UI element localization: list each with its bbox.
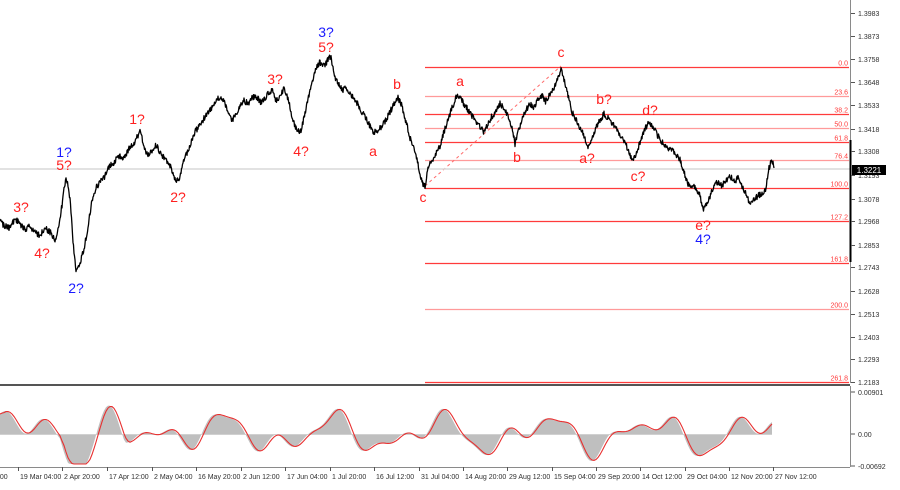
- time-tick-label: 2 Apr 20:00: [64, 474, 100, 481]
- price-tick-label: 1.2853: [858, 243, 880, 250]
- wave-label: 4?: [695, 231, 711, 247]
- fib-level-label: 127.2: [830, 215, 848, 222]
- wave-label: 4?: [34, 245, 50, 261]
- price-tick-label: 1.2183: [858, 380, 880, 387]
- time-tick-label: 2 May 04:00: [154, 474, 193, 481]
- wave-label: d?: [642, 102, 658, 118]
- wave-label: b: [393, 76, 401, 92]
- fib-level-label: 100.0: [830, 182, 848, 189]
- wave-label: 1?: [56, 144, 72, 160]
- wave-label: b: [513, 149, 521, 165]
- oscillator-tick-label: -0.00692: [858, 464, 886, 471]
- wave-label: c: [420, 189, 427, 205]
- fib-level-label: 23.6: [834, 90, 848, 97]
- fib-level-label: 38.2: [834, 108, 848, 115]
- fib-level-label: 50.0: [834, 122, 848, 129]
- time-tick-label: 29 Oct 04:00: [687, 474, 727, 481]
- price-tick-label: 1.2743: [858, 265, 880, 272]
- time-axis[interactable]: ..:00 19 Mar 04:002 Apr 20:00 17 Apr 12:00…: [0, 467, 817, 481]
- time-tick-label: 15 Sep 04:00: [554, 474, 596, 481]
- time-tick-label: 29 Aug 12:00: [509, 474, 550, 481]
- price-tick-label: 1.3648: [858, 80, 880, 87]
- wave-label: 5?: [56, 157, 72, 173]
- price-tick-label: 1.2513: [858, 312, 880, 319]
- time-tick-label: 17 Apr 12:00: [109, 474, 149, 481]
- price-tick-label: 1.2403: [858, 335, 880, 342]
- price-axis[interactable]: 1.3983 1.3873 1.3758 1.3648 1.3533 1.3418 1.33…: [851, 11, 880, 387]
- fib-level-label: 261.8: [830, 376, 848, 383]
- time-tick-label: 14 Aug 20:00: [465, 474, 506, 481]
- time-tick-label: 14 Oct 12:00: [642, 474, 682, 481]
- fib-level-label: 200.0: [830, 303, 848, 310]
- time-tick-label: 27 Nov 12:00: [775, 474, 817, 481]
- price-tick-label: 1.2293: [858, 357, 880, 364]
- price-tick-label: 1.3308: [858, 149, 880, 156]
- oscillator-tick-label: 0.00: [858, 432, 872, 439]
- time-tick-label: 19 Mar 04:00: [20, 474, 61, 481]
- current-price-badge: [852, 165, 886, 175]
- oscillator-tick-label: 0.00901: [858, 390, 883, 397]
- oscillator-signal-line: [0, 405, 773, 465]
- wave-label: c?: [631, 168, 646, 184]
- price-tick-label: 1.2968: [858, 219, 880, 226]
- wave-label: a?: [579, 150, 595, 166]
- time-tick-label: 29 Sep 20:00: [598, 474, 640, 481]
- wave-label: 2?: [170, 189, 186, 205]
- current-price-label: 1.3221: [857, 166, 882, 175]
- wave-label: c: [558, 44, 565, 60]
- price-tick-label: 1.3983: [858, 11, 880, 18]
- fib-level-label: 76.4: [834, 154, 848, 161]
- oscillator-pane: [0, 405, 773, 465]
- price-tick-label: 1.3533: [858, 103, 880, 110]
- time-tick-label: 12 Nov 20:00: [731, 474, 773, 481]
- price-tick-label: 1.3418: [858, 127, 880, 134]
- wave-label: 3?: [318, 24, 334, 40]
- wave-label: e?: [695, 217, 711, 233]
- time-tick-label: 1 Jul 20:00: [332, 474, 366, 481]
- fib-anchor-trendline: [424, 65, 562, 187]
- wave-label: b?: [596, 91, 612, 107]
- wave-label: a: [369, 143, 377, 159]
- time-tick-label: 16 Jul 12:00: [376, 474, 414, 481]
- price-tick-label: 1.3758: [858, 57, 880, 64]
- time-tick-label: 17 Jun 04:00: [287, 474, 328, 481]
- wave-label: 3?: [267, 71, 283, 87]
- price-tick-label: 1.2628: [858, 289, 880, 296]
- time-tick-label: 31 Jul 04:00: [421, 474, 459, 481]
- price-tick-label: 1.3078: [858, 197, 880, 204]
- oscillator-axis: 0.00901 0.00 -0.00692: [851, 390, 886, 471]
- wave-label: 1?: [129, 111, 145, 127]
- price-series: [0, 54, 775, 273]
- wave-label: a: [456, 73, 464, 89]
- wave-label: 2?: [68, 280, 84, 296]
- fib-level-label: 0.0: [838, 61, 848, 68]
- time-tick-label: ..:00: [0, 474, 8, 481]
- wave-label: 5?: [318, 39, 334, 55]
- wave-label: 4?: [293, 143, 309, 159]
- fibonacci-levels: 0.0 23.6 38.2 50.0 61.8 76.4 100.0 127.2 161.8 20…: [425, 61, 849, 384]
- time-tick-label: 2 Jun 12:00: [243, 474, 280, 481]
- time-tick-label: 16 May 20:00: [198, 474, 241, 481]
- fib-level-label: 161.8: [830, 257, 848, 264]
- price-tick-label: 1.3193: [858, 173, 880, 180]
- price-tick-label: 1.3873: [858, 34, 880, 41]
- wave-label: 3?: [13, 199, 29, 215]
- fib-level-label: 61.8: [834, 136, 848, 143]
